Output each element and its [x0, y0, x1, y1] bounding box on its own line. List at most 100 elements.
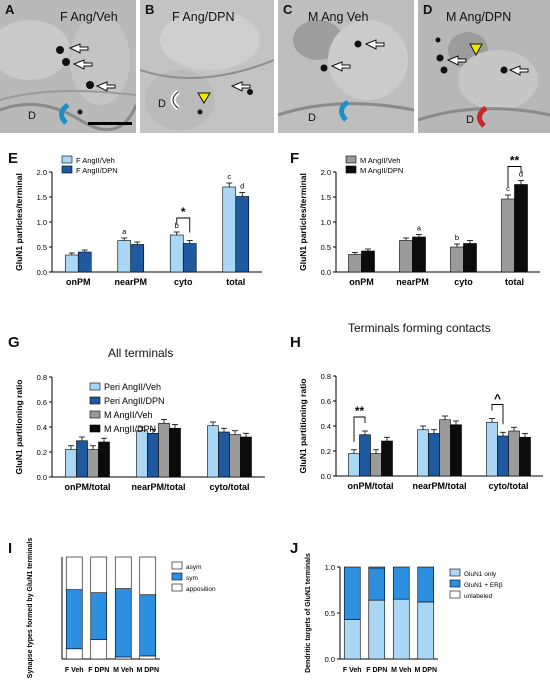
em-panel-letter: B [145, 2, 155, 17]
stacked-bar-segment [343, 566, 361, 620]
bar [519, 436, 531, 477]
bar [399, 240, 413, 273]
legend-label: asym [186, 564, 202, 571]
bar [412, 236, 426, 273]
legend-swatch [449, 568, 461, 577]
y-tick-label: 0.0 [37, 473, 47, 482]
y-axis-label: Dendritic targets of GluN1 terminals [305, 553, 312, 673]
bar [136, 430, 148, 478]
y-axis-label: GluN1 partitioning ratio [14, 380, 24, 475]
legend-label: sym [186, 575, 198, 582]
bar [450, 424, 462, 477]
section-title-contacts: Terminals forming contacts [348, 321, 491, 335]
em-panel-c: C M Ang Veh D [278, 0, 414, 133]
panel-letter-g: G [8, 334, 20, 351]
bar [348, 453, 360, 477]
bar [222, 186, 237, 273]
bar [207, 425, 219, 478]
em-panel-title: F Ang/Veh [60, 10, 118, 24]
bar [158, 422, 170, 478]
significance-bracket [491, 404, 504, 425]
significance-marker: * [181, 205, 186, 219]
legend-label: F AngII/Veh [76, 156, 115, 165]
significance-marker: ** [355, 404, 365, 418]
legend-swatch [171, 583, 183, 592]
significance-letter: a [417, 224, 422, 233]
em-panel-b: B F Ang/DPN D [140, 0, 274, 133]
stacked-bar-segment [65, 589, 83, 650]
category-label: nearPM/total [412, 481, 466, 491]
bar [463, 243, 477, 273]
category-label: cyto/total [209, 482, 249, 492]
bar [508, 430, 520, 477]
significance-letter: b [175, 221, 179, 230]
legend-label: Peri AngII/Veh [104, 382, 161, 392]
category-label: M Veh [113, 667, 133, 674]
category-label: M DPN [414, 667, 437, 674]
y-tick-label: 0.5 [325, 609, 335, 618]
bar [348, 254, 362, 273]
category-label: onPM/total [348, 481, 394, 491]
significance-letter: a [122, 227, 127, 236]
dendrite-label: D [308, 112, 316, 124]
bar [218, 431, 230, 478]
stacked-bar-segment [90, 556, 108, 594]
category-label: F DPN [366, 667, 387, 674]
em-panel-title: F Ang/DPN [172, 10, 235, 24]
legend-label: apposition [186, 586, 216, 593]
bar [76, 440, 88, 478]
chart-j: 0.0 0.5 1.0 Dendritic targets of GluN1 term… [305, 553, 503, 674]
stacked-bar-segment [368, 599, 386, 660]
legend-swatch [171, 561, 183, 570]
em-panel-letter: A [5, 2, 15, 17]
panel-letter-i: I [8, 540, 13, 557]
category-label: F Veh [65, 667, 84, 674]
dendrite-label: D [158, 98, 166, 110]
stacked-bar-segment [417, 566, 435, 603]
em-texture-a [0, 0, 136, 133]
stacked-bar-segment [114, 588, 132, 658]
bar [147, 432, 159, 478]
em-texture-b [140, 0, 274, 133]
category-label: nearPM/total [131, 482, 185, 492]
significance-letter: d [240, 182, 244, 191]
y-tick-label: 1.0 [321, 218, 331, 227]
significance-marker: ** [510, 154, 520, 168]
bar [77, 251, 92, 273]
y-tick-label: 1.0 [325, 563, 335, 572]
legend-label: F AngII/DPN [76, 166, 118, 175]
bar [117, 240, 132, 273]
stacked-bar-segment [343, 619, 361, 660]
stacked-bar-segment [368, 566, 386, 569]
em-texture-d [418, 0, 550, 133]
chart-f: 0.0 0.5 1.0 1.5 2.0 GluN1 particles/terminal o… [298, 154, 540, 287]
category-label: cyto/total [488, 481, 528, 491]
significance-bracket [176, 217, 191, 233]
category-label: F DPN [88, 667, 109, 674]
category-label: total [226, 277, 245, 287]
y-tick-label: 0.5 [321, 243, 331, 252]
stacked-bar-segment [392, 566, 410, 600]
y-tick-label: 2.0 [37, 168, 47, 177]
y-tick-label: 0.2 [37, 448, 47, 457]
bar [240, 436, 252, 478]
significance-marker: ^ [494, 392, 501, 406]
legend-swatch [89, 410, 101, 419]
stacked-bar-segment [114, 556, 132, 589]
category-label: cyto [454, 277, 473, 287]
y-axis-label: Synapse types formed by GluN1 terminals [27, 538, 34, 679]
legend-swatch [449, 579, 461, 588]
dendrite-label: D [466, 114, 474, 126]
y-tick-label: 0.8 [37, 373, 47, 382]
em-panel-letter: C [283, 2, 293, 17]
em-panel-letter: D [423, 2, 433, 17]
legend-label: M AngII/Veh [360, 156, 400, 165]
significance-letter: c [506, 184, 510, 193]
bar [501, 198, 515, 273]
legend-swatch [345, 165, 357, 174]
legend-swatch [449, 590, 461, 599]
y-axis-label: GluN1 partitioning ratio [298, 379, 308, 474]
significance-bracket [507, 166, 522, 187]
y-tick-label: 0.0 [321, 472, 331, 481]
bar [514, 184, 528, 273]
